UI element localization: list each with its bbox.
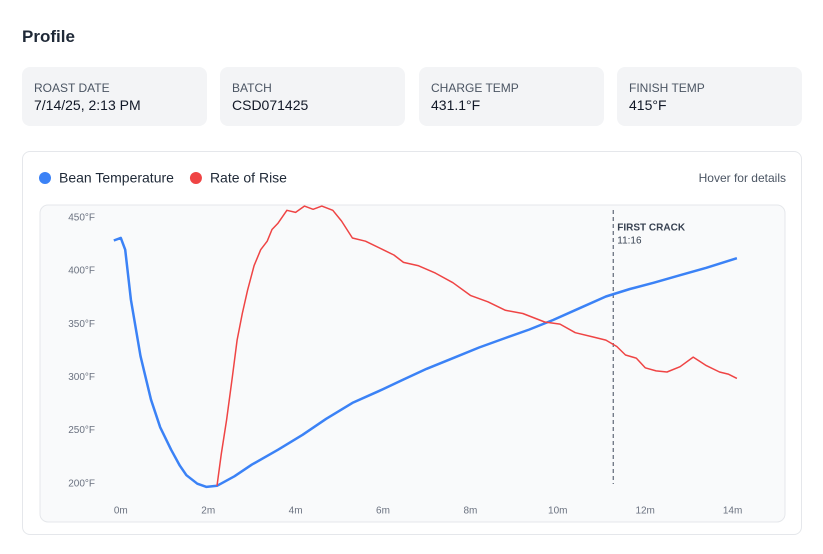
- y-tick-label: 200°F: [68, 478, 95, 489]
- legend-swatch: [39, 172, 51, 184]
- x-tick-label: 8m: [463, 506, 477, 517]
- y-tick-label: 400°F: [68, 266, 95, 277]
- legend-swatch: [189, 172, 202, 184]
- annotation-time: 11:16: [617, 236, 642, 247]
- x-tick-label: 10m: [548, 506, 567, 517]
- legend-label: Bean Temperature: [59, 170, 174, 186]
- x-tick-label: 2m: [201, 506, 215, 517]
- x-tick-label: 14m: [723, 506, 742, 517]
- stat-value: CSD071425: [232, 97, 309, 113]
- page-title: Profile: [22, 27, 75, 46]
- x-tick-label: 0m: [114, 506, 128, 517]
- stat-label: FINISH TEMP: [629, 81, 705, 95]
- chart-panel: [22, 151, 802, 535]
- stat-value: 7/14/25, 2:13 PM: [34, 97, 141, 113]
- x-tick-label: 12m: [635, 506, 654, 517]
- stat-value: 431.1°F: [431, 97, 481, 113]
- stat-label: BATCH: [232, 81, 272, 95]
- stat-card: ROAST DATE 7/14/25, 2:13 PM: [22, 67, 207, 126]
- y-tick-label: 350°F: [68, 319, 95, 330]
- stat-card: FINISH TEMP 415°F: [617, 67, 802, 126]
- stat-value: 415°F: [629, 97, 667, 113]
- y-tick-label: 250°F: [68, 425, 95, 436]
- stat-card: CHARGE TEMP 431.1°F: [419, 67, 604, 126]
- series-line: [216, 205, 738, 486]
- x-tick-label: 6m: [376, 506, 390, 517]
- stat-label: CHARGE TEMP: [431, 81, 519, 95]
- hover-hint: Hover for details: [699, 171, 786, 185]
- stat-label: ROAST DATE: [34, 81, 110, 95]
- stat-card: BATCH CSD071425: [220, 67, 405, 126]
- y-tick-label: 450°F: [68, 212, 95, 223]
- y-tick-label: 300°F: [68, 372, 95, 383]
- legend-label: Rate of Rise: [210, 170, 287, 186]
- x-tick-label: 4m: [289, 506, 303, 517]
- plot-area: [39, 204, 786, 523]
- annotation-label: FIRST CRACK: [617, 223, 686, 234]
- series-line: [113, 236, 738, 489]
